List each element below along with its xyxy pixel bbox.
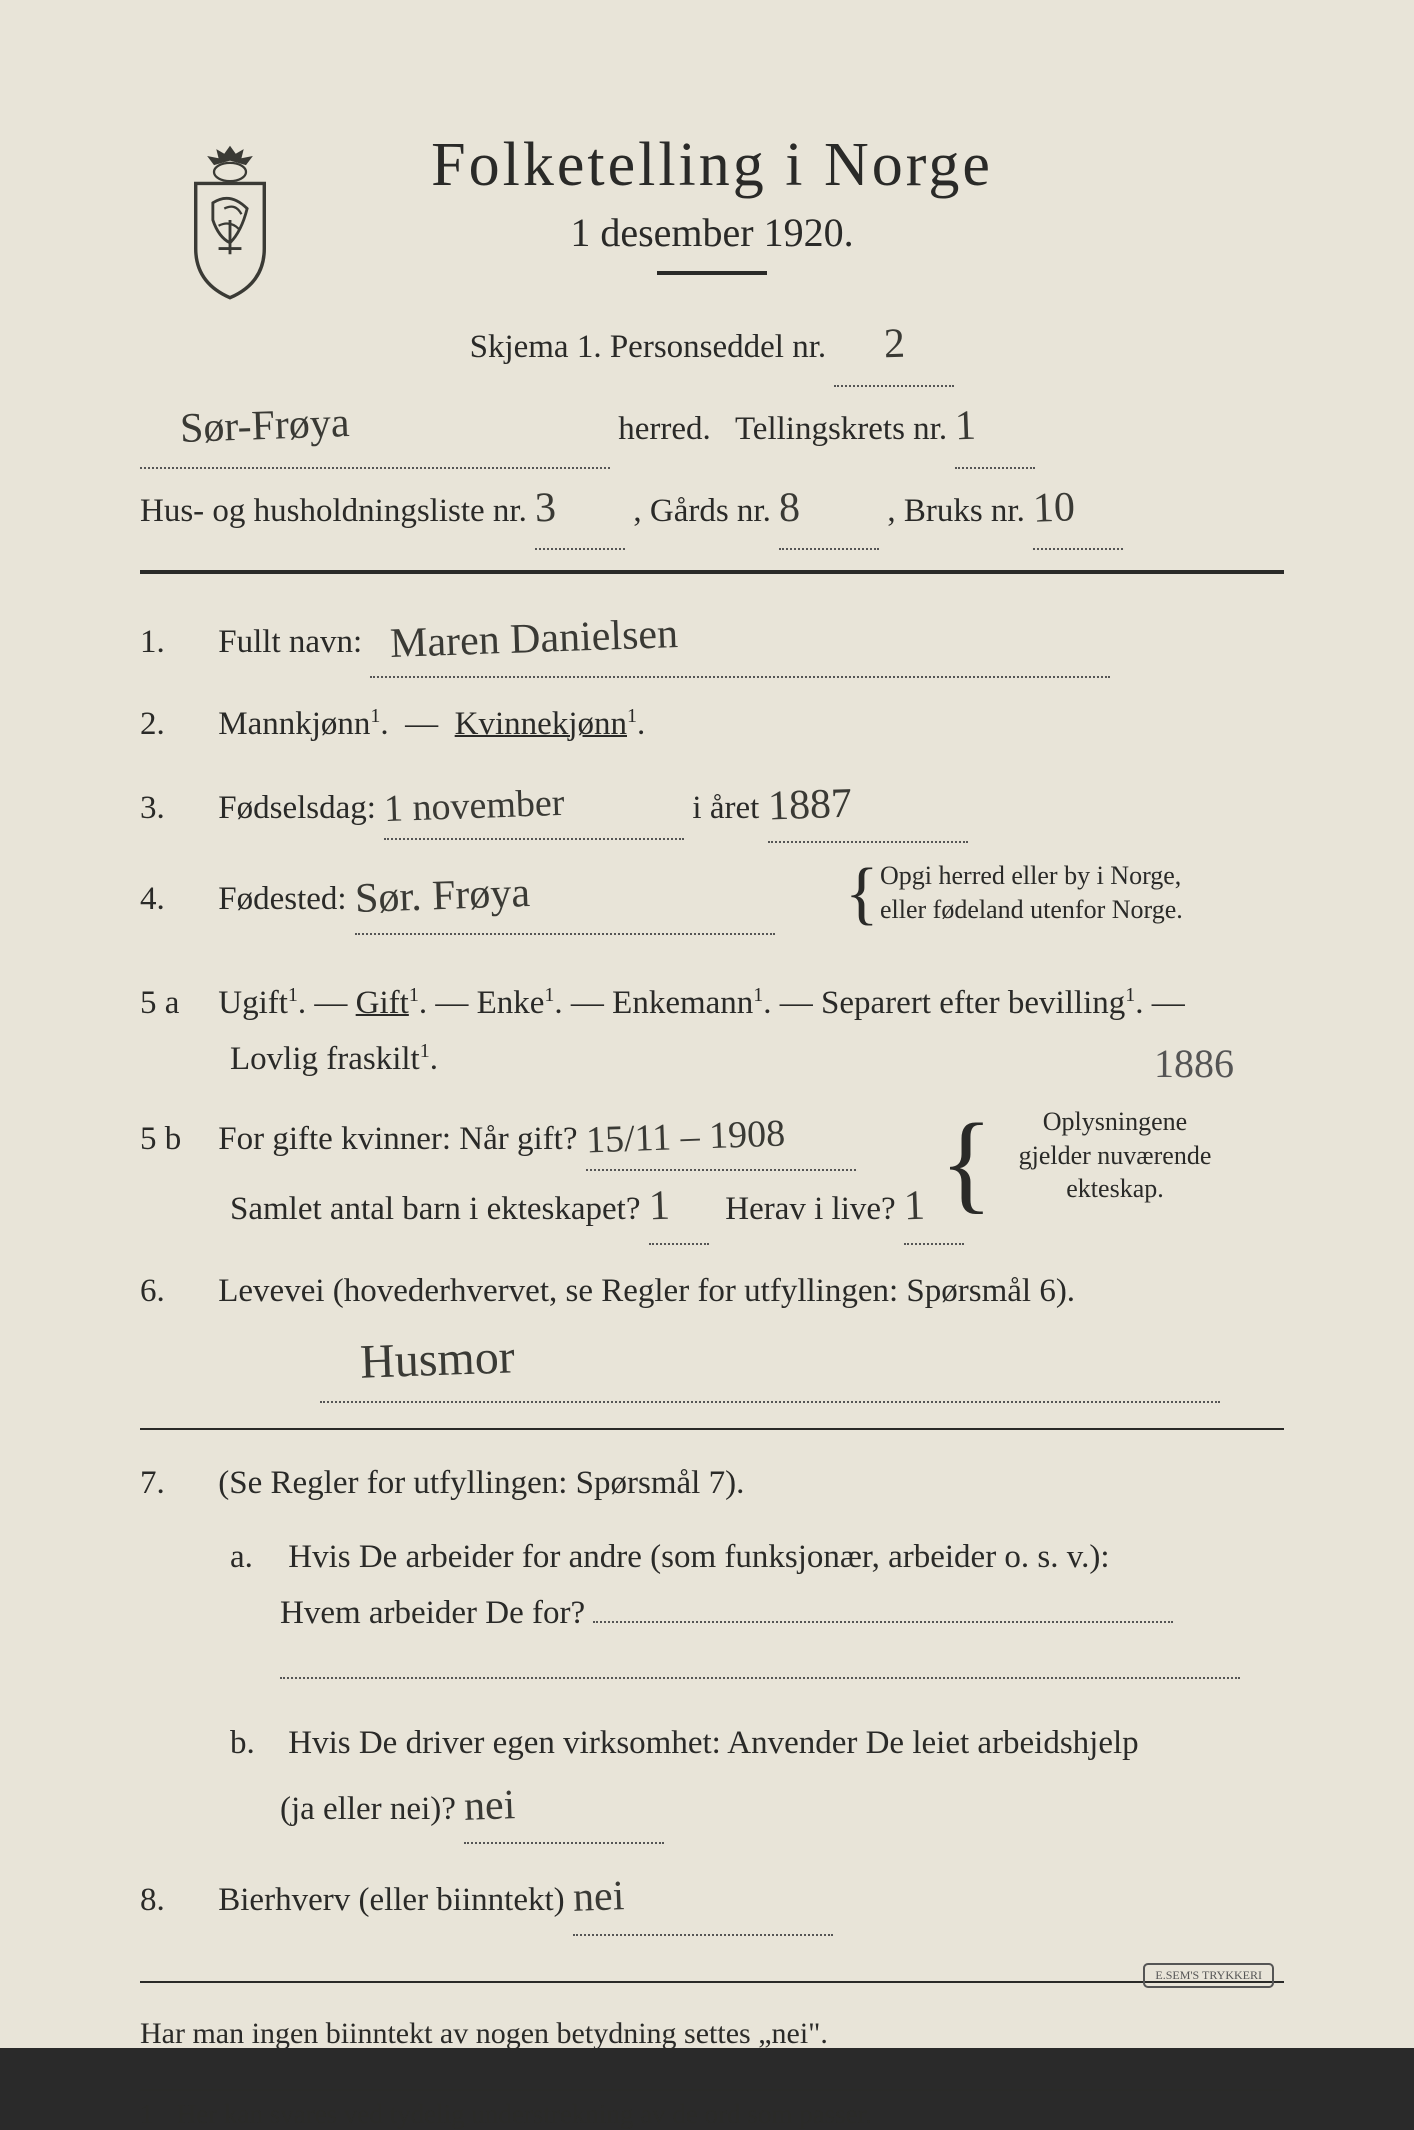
- brace-icon: {: [845, 876, 879, 911]
- q1-num: 1.: [140, 614, 210, 670]
- q6-label: Levevei (hovederhvervet, se Regler for u…: [218, 1273, 1075, 1309]
- personseddel-nr: 2: [883, 305, 907, 385]
- q5b-note-l1: Oplysningene: [1043, 1107, 1187, 1136]
- q3: 3. Fødselsdag: 1 november i året 1887: [140, 770, 1284, 843]
- q7a-l1: Hvis De arbeider for andre (som funksjon…: [288, 1539, 1109, 1575]
- q4-note: Opgi herred eller by i Norge, eller føde…: [880, 859, 1183, 927]
- q5a-margin-note: 1886: [1154, 1030, 1234, 1098]
- footer-hint: Har man ingen biinntekt av nogen betydni…: [140, 2008, 1284, 2059]
- q5a-fraskilt: Lovlig fraskilt: [230, 1041, 420, 1077]
- husliste-nr: 3: [534, 468, 558, 548]
- husliste-label: Hus- og husholdningsliste nr.: [140, 493, 527, 529]
- title-rule: [657, 271, 767, 275]
- footnote: 1 Her kan svares ved tydelig understrekn…: [140, 2099, 1284, 2130]
- q5a-num: 5 a: [140, 975, 210, 1031]
- footnote-text: Her kan svares ved tydelig understreknin…: [177, 2099, 872, 2129]
- herred-line: Sør-Frøya herred. Tellingskrets nr. 1: [140, 387, 1284, 469]
- bruks-nr: 10: [1032, 468, 1077, 549]
- page-subtitle: 1 desember 1920.: [140, 209, 1284, 256]
- q7b-l2: (ja eller nei)?: [280, 1791, 456, 1827]
- q5a-enke: Enke: [477, 985, 545, 1021]
- q7b-l1: Hvis De driver egen virksomhet: Anvender…: [288, 1725, 1138, 1761]
- q5a-ugift: Ugift: [218, 985, 288, 1021]
- divider-thick: [140, 570, 1284, 574]
- q5b-num: 5 b: [140, 1111, 210, 1167]
- q5b-note-l3: ekteskap.: [1066, 1174, 1163, 1203]
- q5a: 5 a Ugift1. — Gift1. — Enke1. — Enkemann…: [140, 975, 1284, 1087]
- q1-value: Maren Danielsen: [389, 599, 679, 680]
- header: Folketelling i Norge 1 desember 1920.: [140, 130, 1284, 275]
- q3-year: 1887: [766, 768, 852, 842]
- q5b-children: 1: [648, 1171, 671, 1243]
- coat-of-arms-icon: [170, 140, 290, 300]
- q5b-note: Oplysningene gjelder nuværende ekteskap.: [990, 1105, 1240, 1206]
- bruks-label: , Bruks nr.: [887, 493, 1025, 529]
- q1: 1. Fullt navn: Maren Danielsen: [140, 604, 1284, 677]
- q4-label: Fødested:: [218, 881, 346, 917]
- skjema-line: Skjema 1. Personseddel nr. 2: [140, 305, 1284, 387]
- q7a-l2: Hvem arbeider De for?: [280, 1595, 585, 1631]
- q8-label: Bierhverv (eller biinntekt): [218, 1882, 564, 1918]
- gards-nr: 8: [778, 468, 802, 548]
- q2: 2. Mannkjønn1. — Kvinnekjønn1.: [140, 696, 1284, 752]
- q1-label: Fullt navn:: [218, 624, 362, 660]
- q8-value: nei: [572, 1862, 626, 1935]
- q5b: 5 b For gifte kvinner: Når gift? 15/11 –…: [140, 1105, 1284, 1245]
- q7b-num: b.: [230, 1715, 280, 1771]
- q4-num: 4.: [140, 871, 210, 927]
- q5b-label: For gifte kvinner: Når gift?: [218, 1121, 577, 1157]
- q6: 6. Levevei (hovederhvervet, se Regler fo…: [140, 1263, 1284, 1403]
- q5b-when: 15/11 – 1908: [585, 1101, 786, 1173]
- footnote-num: 1: [140, 2099, 170, 2130]
- printer-stamp: E.SEM'S TRYKKERI: [1143, 1963, 1274, 1988]
- divider-thin: [140, 1981, 1284, 1983]
- page-title: Folketelling i Norge: [140, 130, 1284, 201]
- q7b: b. Hvis De driver egen virksomhet: Anven…: [230, 1715, 1284, 1844]
- q5b-children-label: Samlet antal barn i ekteskapet?: [230, 1191, 641, 1227]
- q5a-enkemann: Enkemann: [612, 985, 753, 1021]
- q7: 7. (Se Regler for utfyllingen: Spørsmål …: [140, 1455, 1284, 1511]
- divider-thin: [140, 1428, 1284, 1430]
- q5a-separert: Separert efter bevilling: [821, 985, 1125, 1021]
- q7-num: 7.: [140, 1455, 210, 1511]
- tellingskrets-label: Tellingskrets nr.: [735, 411, 947, 447]
- tellingskrets-nr: 1: [954, 386, 978, 466]
- q6-value: Husmor: [359, 1316, 516, 1403]
- q6-num: 6.: [140, 1263, 210, 1319]
- husliste-line: Hus- og husholdningsliste nr. 3 , Gårds …: [140, 469, 1284, 551]
- q5b-alive: 1: [903, 1171, 926, 1243]
- q7b-value: nei: [463, 1770, 517, 1843]
- q3-label: Fødselsdag:: [218, 790, 376, 826]
- herred-value: Sør-Frøya: [179, 384, 351, 470]
- q2-num: 2.: [140, 696, 210, 752]
- q4-note-l1: Opgi herred eller by i Norge,: [880, 861, 1181, 890]
- footnote-rule: [140, 2089, 1284, 2091]
- q3-num: 3.: [140, 780, 210, 836]
- q5b-note-l2: gjelder nuværende: [1019, 1141, 1212, 1170]
- q4-value: Sør. Frøya: [354, 858, 531, 935]
- q7a: a. Hvis De arbeider for andre (som funks…: [230, 1529, 1284, 1697]
- skjema-label: Skjema 1. Personseddel nr.: [470, 329, 827, 365]
- herred-label: herred.: [618, 411, 711, 447]
- census-form-page: Folketelling i Norge 1 desember 1920. Sk…: [0, 0, 1414, 2048]
- q5b-alive-label: Herav i live?: [725, 1191, 895, 1227]
- q8: 8. Bierhverv (eller biinntekt) nei: [140, 1862, 1284, 1935]
- q3-day: 1 november: [383, 771, 566, 842]
- q2-mann: Mannkjønn: [218, 706, 370, 742]
- q5a-gift: Gift: [356, 985, 409, 1021]
- gards-label: , Gårds nr.: [633, 493, 770, 529]
- q2-kvinne: Kvinnekjønn: [455, 706, 627, 742]
- q8-num: 8.: [140, 1872, 210, 1928]
- q7-label: (Se Regler for utfyllingen: Spørsmål 7).: [218, 1465, 744, 1501]
- q3-year-label: i året: [692, 790, 759, 826]
- q4: 4. Fødested: Sør. Frøya { Opgi herred el…: [140, 861, 1284, 934]
- q7a-num: a.: [230, 1529, 280, 1585]
- q4-note-l2: eller fødeland utenfor Norge.: [880, 895, 1183, 924]
